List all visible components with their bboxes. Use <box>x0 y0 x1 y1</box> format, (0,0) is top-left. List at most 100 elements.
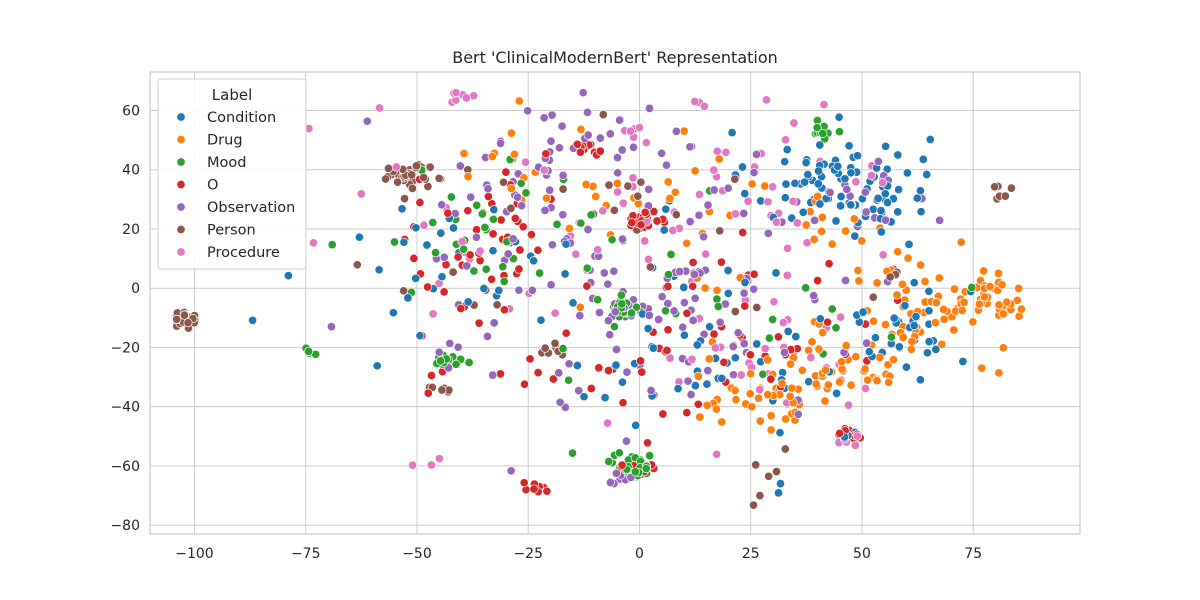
point-drug <box>872 278 882 288</box>
point-o <box>719 357 729 367</box>
point-observation <box>809 291 819 301</box>
point-o <box>465 250 475 260</box>
point-condition <box>893 207 903 217</box>
point-condition <box>876 227 886 237</box>
point-drug <box>998 343 1008 353</box>
point-procedure <box>788 196 798 206</box>
point-drug <box>957 305 967 316</box>
point-drug <box>746 369 756 379</box>
point-observation <box>611 468 621 478</box>
point-o <box>642 438 653 448</box>
point-drug <box>930 318 940 328</box>
point-observation <box>545 185 555 195</box>
point-mood <box>488 214 498 224</box>
point-condition <box>893 150 903 160</box>
point-drug <box>663 177 673 187</box>
point-drug <box>906 344 916 354</box>
point-condition <box>916 207 926 217</box>
point-o <box>594 363 604 373</box>
point-condition <box>853 151 863 161</box>
point-observation <box>482 331 492 341</box>
point-drug <box>835 377 845 387</box>
point-procedure <box>356 189 366 199</box>
x-tick-label: −100 <box>175 546 213 562</box>
point-mood <box>886 332 896 342</box>
point-drug <box>760 181 770 191</box>
point-drug <box>872 376 882 386</box>
point-drug <box>841 341 851 351</box>
point-drug <box>747 402 757 412</box>
point-o <box>682 408 692 418</box>
chart-title: Bert 'ClinicalModernBert' Representation <box>452 48 778 67</box>
point-procedure <box>771 217 782 227</box>
point-person <box>425 162 435 172</box>
point-observation <box>694 210 704 220</box>
point-observation <box>671 126 681 136</box>
point-observation <box>483 184 493 194</box>
legend-marker-o <box>176 179 186 190</box>
point-observation <box>554 143 565 153</box>
point-mood <box>626 308 637 318</box>
point-observation <box>362 116 372 126</box>
point-condition <box>813 166 824 176</box>
point-person <box>352 260 362 270</box>
point-drug <box>979 266 989 276</box>
point-person <box>730 306 740 317</box>
point-observation <box>489 318 499 328</box>
point-o <box>716 257 726 267</box>
point-observation <box>555 397 565 407</box>
point-procedure <box>457 237 467 247</box>
point-condition <box>560 269 570 279</box>
point-mood <box>604 456 614 467</box>
point-condition <box>803 170 813 180</box>
point-mood <box>616 290 626 300</box>
point-mood <box>480 222 490 233</box>
point-person <box>407 170 417 180</box>
point-o <box>519 379 530 389</box>
point-drug <box>777 378 787 389</box>
point-procedure <box>878 178 888 188</box>
x-tick-label: −25 <box>513 546 543 562</box>
point-person <box>434 173 444 183</box>
point-person <box>751 460 761 470</box>
point-drug <box>916 260 926 270</box>
point-observation <box>471 232 481 242</box>
point-condition <box>579 392 589 402</box>
point-procedure <box>428 309 438 319</box>
point-o <box>483 191 493 202</box>
point-observation <box>860 187 870 197</box>
point-mood <box>607 235 617 245</box>
point-condition <box>661 204 671 214</box>
point-drug <box>884 377 894 387</box>
point-condition <box>643 324 653 334</box>
point-drug <box>937 339 947 349</box>
point-mood <box>617 299 627 309</box>
point-person <box>492 300 502 310</box>
point-person <box>730 174 740 184</box>
point-condition <box>844 141 854 151</box>
point-condition <box>909 321 919 331</box>
point-drug <box>509 149 519 159</box>
point-procedure <box>407 460 418 470</box>
point-observation <box>675 267 685 277</box>
point-drug <box>949 325 959 335</box>
data-points <box>172 88 1026 510</box>
point-person <box>399 194 410 204</box>
point-observation <box>437 200 447 210</box>
point-observation <box>862 338 872 348</box>
legend-marker-procedure <box>176 247 186 257</box>
legend-items: Condition Drug Mood O Observation Person Proce… <box>176 110 295 261</box>
point-mood <box>582 263 592 273</box>
point-condition <box>436 228 446 238</box>
point-drug <box>704 354 714 364</box>
point-condition <box>690 381 700 391</box>
point-mood <box>567 448 578 458</box>
point-o <box>495 369 506 379</box>
point-drug <box>763 355 773 365</box>
point-o <box>548 374 558 384</box>
point-observation <box>574 386 584 396</box>
point-procedure <box>451 88 461 98</box>
point-observation <box>605 330 615 340</box>
point-o <box>738 227 748 238</box>
point-o <box>529 484 539 494</box>
